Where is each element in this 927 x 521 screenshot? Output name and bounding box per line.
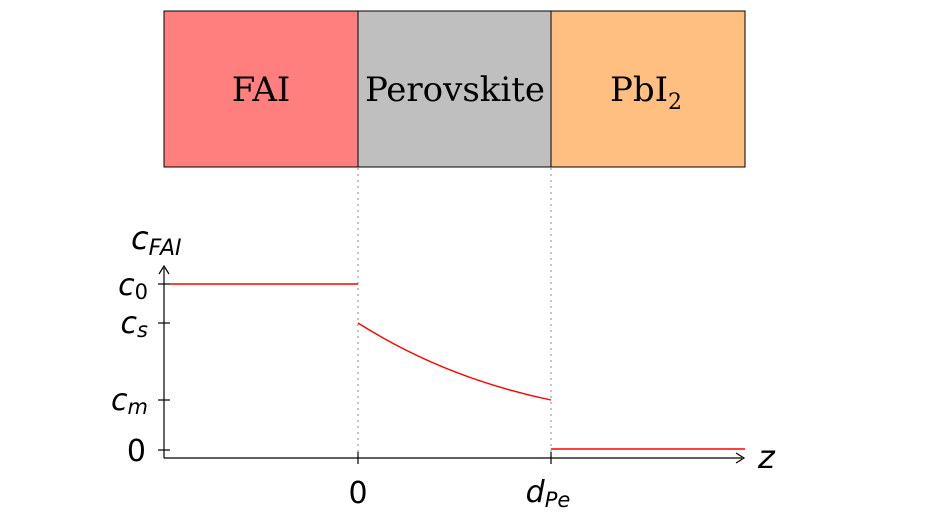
fai-layer-label: FAI (232, 70, 291, 110)
y-axis-arrow-icon (158, 264, 170, 275)
x-tick-label-zero: 0 (348, 476, 367, 511)
y-tick-label-c0: c0 (118, 268, 148, 304)
y-axis-label-sub: FAI (149, 236, 182, 261)
y-tick-label-cs: cs (121, 306, 149, 342)
pbi2-layer (550, 10, 746, 168)
x-axis-label: z (757, 438, 776, 476)
axes (158, 264, 746, 464)
pbi2-subscript: 2 (668, 90, 682, 115)
interface-guides (357, 168, 552, 457)
curve-perovskite-segment (357, 322, 552, 401)
y-tick-label-cm: cm (111, 383, 148, 419)
pbi2-layer-label: PbI2 (610, 70, 682, 115)
layer-stack: FAI Perovskite PbI2 (163, 10, 746, 168)
y-axis-label: cFAI (131, 219, 182, 261)
fai-layer (163, 10, 359, 168)
y-tick-label-zero: 0 (127, 434, 146, 469)
perovskite-layer-label: Perovskite (365, 70, 545, 110)
concentration-curve (170, 283, 745, 450)
perovskite-layer (357, 10, 552, 168)
x-tick-label-dpe: dPe (526, 475, 571, 512)
x-axis-arrow-icon (735, 452, 746, 464)
